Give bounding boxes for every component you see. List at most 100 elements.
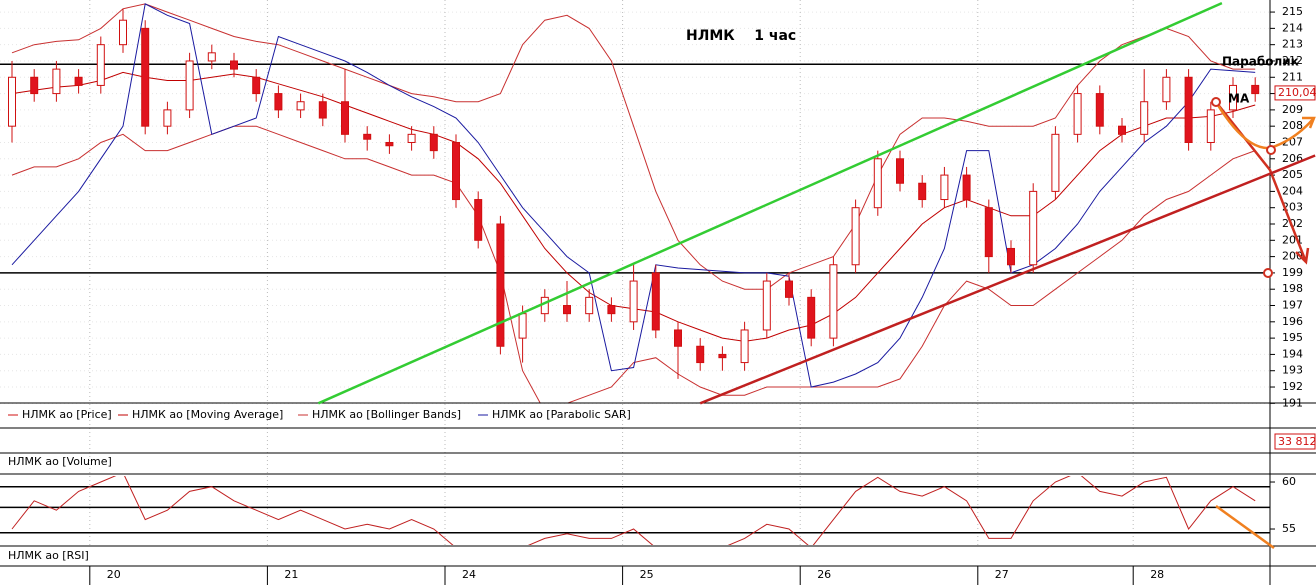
last-price-label: 210,04 [1278, 86, 1316, 99]
candle-body [563, 305, 571, 315]
volume-box [1274, 433, 1316, 450]
candle-body [1140, 101, 1149, 135]
y-tick-label: 213 [1282, 38, 1303, 51]
y-tick-label: 208 [1282, 119, 1303, 132]
candle-body [429, 133, 438, 152]
x-tick-label: 21 [284, 568, 298, 581]
annotation: Параболик [1222, 55, 1299, 69]
y-tick-label: 212 [1282, 54, 1303, 67]
candle-body [385, 141, 394, 147]
candle-body [363, 133, 372, 140]
candle-body [540, 296, 549, 315]
candle-body [474, 199, 483, 241]
hand-drawn-forecast [1211, 97, 1316, 550]
candle-body [984, 207, 993, 258]
candle-body [674, 329, 682, 347]
marker [1211, 97, 1221, 107]
candle-body [8, 76, 16, 127]
candle-body [296, 101, 305, 111]
price-panel [0, 3, 1270, 403]
y-tick-label: 207 [1282, 135, 1303, 148]
candle-body [496, 223, 505, 347]
candle-body [1251, 84, 1260, 95]
y-tick-label: 209 [1282, 103, 1303, 116]
candle-body [1184, 76, 1193, 143]
y-tick-label: 197 [1282, 299, 1303, 312]
rsi-panel [0, 476, 1270, 545]
trendline [699, 154, 1316, 405]
candle-body [74, 76, 83, 86]
y-tick-label: 193 [1282, 364, 1303, 377]
y-tick-label: 191 [1282, 396, 1303, 409]
candle-body [718, 353, 727, 359]
candle-body [696, 345, 705, 364]
trendline [317, 1, 1223, 405]
candle-body [407, 133, 416, 143]
x-tick-label: 24 [462, 568, 476, 581]
legend-label: НЛМК ао [Price] [22, 408, 112, 421]
forecast-arrow [1215, 101, 1308, 263]
annotation: МА [1228, 92, 1250, 106]
candle-body [651, 272, 660, 331]
y-tick-label: 211 [1282, 70, 1303, 83]
y-tick-label: 198 [1282, 282, 1303, 295]
candle-body [207, 52, 216, 62]
forecast-arrow [1215, 504, 1275, 550]
y-tick-label: 204 [1282, 184, 1303, 197]
marker [1263, 268, 1273, 278]
candle-body [1051, 133, 1060, 192]
y-tick-label: 215 [1282, 5, 1303, 18]
y-tick-label: 202 [1282, 217, 1303, 230]
candle-body [52, 68, 61, 95]
candle-body [30, 76, 39, 95]
y-tick-label: 60 [1282, 475, 1296, 488]
candle-body [918, 182, 927, 201]
candle-body [629, 280, 638, 323]
x-tick-label: 25 [640, 568, 654, 581]
candle-body [341, 101, 349, 135]
rsi-line [11, 476, 1256, 545]
x-tick-label: 20 [107, 568, 121, 581]
candle-body [1007, 247, 1015, 266]
y-tick-label: 196 [1282, 315, 1303, 328]
y-tick-label: 199 [1282, 266, 1303, 279]
x-tick-label: 28 [1150, 568, 1164, 581]
candle-body [1029, 190, 1038, 266]
legend-label: НЛМК ао [Moving Average] [132, 408, 283, 421]
candle-body [1073, 93, 1082, 135]
indicator-line [11, 3, 1256, 388]
arrowhead [1302, 116, 1316, 129]
marker [1266, 145, 1276, 155]
panel-label: НЛМК ао [RSI] [8, 549, 89, 562]
candle-body [230, 60, 238, 70]
panel-label: НЛМК ао [Volume] [8, 455, 112, 468]
legend-label: НЛМК ао [Parabolic SAR] [492, 408, 631, 421]
candle-body [807, 296, 816, 339]
chart-title: НЛМК 1 час [686, 28, 796, 44]
candle-body [274, 93, 283, 111]
candle-body [762, 280, 771, 331]
y-tick-label: 203 [1282, 201, 1303, 214]
candle-body [318, 101, 327, 119]
candle-body [185, 60, 194, 111]
y-tick-label: 194 [1282, 347, 1303, 360]
candle-body [1162, 76, 1171, 103]
candle-body [452, 141, 460, 201]
candle-body [829, 264, 838, 339]
x-tick-label: 26 [817, 568, 831, 581]
candle-body [1095, 93, 1104, 127]
candle-body [141, 27, 150, 127]
legend-label: НЛМК ао [Bollinger Bands] [312, 408, 461, 421]
candle-body [896, 158, 904, 184]
x-tick-label: 27 [995, 568, 1009, 581]
y-tick-label: 192 [1282, 380, 1303, 393]
candle-body [785, 280, 793, 298]
last-price-box [1274, 85, 1316, 101]
y-tick-label: 205 [1282, 168, 1303, 181]
candle-body [1206, 109, 1215, 143]
candle-body [96, 44, 105, 86]
band-upper [11, 3, 1256, 290]
y-tick-label: 195 [1282, 331, 1303, 344]
candle-body [119, 19, 127, 46]
